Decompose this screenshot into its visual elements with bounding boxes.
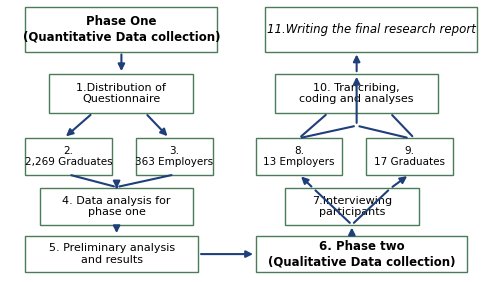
FancyBboxPatch shape: [26, 7, 218, 52]
Text: 2.
2,269 Graduates: 2. 2,269 Graduates: [25, 146, 112, 167]
Text: 8.
13 Employers: 8. 13 Employers: [264, 146, 335, 167]
Text: 7.Interviewing
participants: 7.Interviewing participants: [312, 196, 392, 217]
FancyBboxPatch shape: [50, 74, 194, 113]
Text: 9.
17 Graduates: 9. 17 Graduates: [374, 146, 445, 167]
Text: 11.Writing the final research report: 11.Writing the final research report: [266, 23, 476, 36]
FancyBboxPatch shape: [256, 138, 342, 175]
Text: 3.
363 Employers: 3. 363 Employers: [135, 146, 214, 167]
Text: 5. Preliminary analysis
and results: 5. Preliminary analysis and results: [49, 243, 175, 265]
FancyBboxPatch shape: [366, 138, 452, 175]
FancyBboxPatch shape: [40, 188, 194, 225]
FancyBboxPatch shape: [284, 188, 419, 225]
FancyBboxPatch shape: [26, 236, 198, 272]
Text: 10. Trancribing,
coding and analyses: 10. Trancribing, coding and analyses: [300, 83, 414, 104]
Text: 1.Distribution of
Questionnaire: 1.Distribution of Questionnaire: [76, 83, 166, 104]
FancyBboxPatch shape: [26, 138, 112, 175]
FancyBboxPatch shape: [256, 236, 467, 272]
FancyBboxPatch shape: [136, 138, 212, 175]
Text: 6. Phase two
(Qualitative Data collection): 6. Phase two (Qualitative Data collectio…: [268, 240, 455, 268]
FancyBboxPatch shape: [266, 7, 476, 52]
FancyBboxPatch shape: [275, 74, 438, 113]
Text: Phase One
(Quantitative Data collection): Phase One (Quantitative Data collection): [22, 15, 220, 43]
Text: 4. Data analysis for
phase one: 4. Data analysis for phase one: [62, 196, 171, 217]
